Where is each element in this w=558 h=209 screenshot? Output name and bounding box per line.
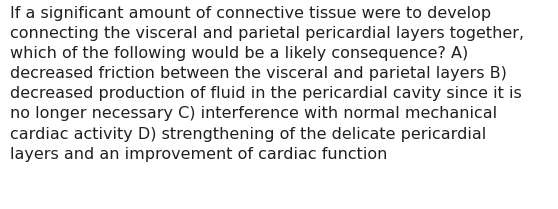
Text: If a significant amount of connective tissue were to develop
connecting the visc: If a significant amount of connective ti… [10,6,524,162]
